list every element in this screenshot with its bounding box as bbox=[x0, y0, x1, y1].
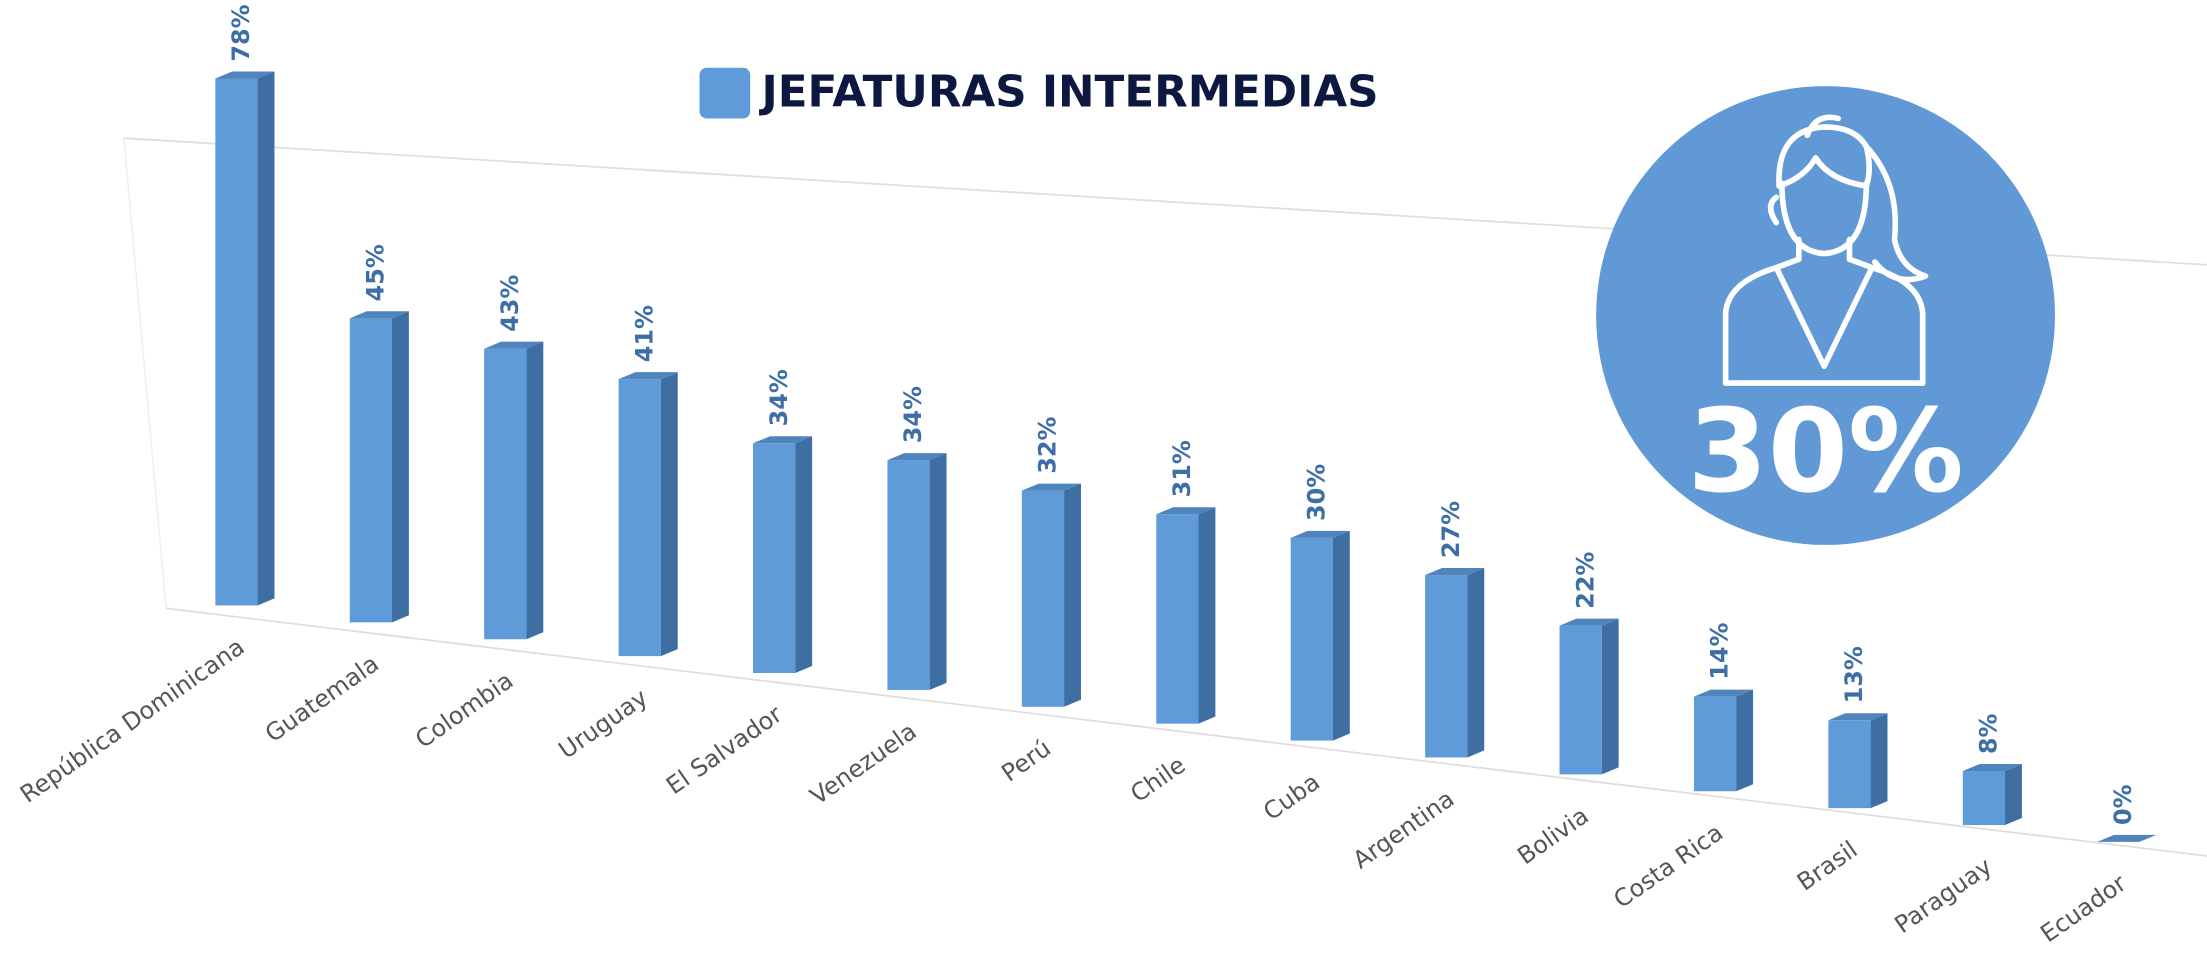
bar-group bbox=[618, 372, 678, 657]
x-tick-label: Bolivia bbox=[1512, 801, 1593, 870]
bar-side bbox=[929, 453, 947, 690]
bar bbox=[753, 443, 796, 674]
value-label: 43% bbox=[496, 275, 524, 332]
bar bbox=[349, 318, 392, 623]
x-tick-label: Uruguay bbox=[554, 683, 653, 764]
bar-group bbox=[1559, 618, 1619, 775]
bar-group bbox=[1425, 568, 1485, 758]
bar-top bbox=[618, 372, 678, 380]
value-label: 8% bbox=[1975, 713, 2003, 754]
bar-top bbox=[1693, 689, 1754, 697]
bar-top bbox=[1828, 713, 1888, 721]
bar-side bbox=[660, 372, 678, 657]
bar-side bbox=[1736, 689, 1754, 792]
x-tick-label: Venezuela bbox=[805, 717, 922, 810]
value-label: 22% bbox=[1571, 552, 1599, 609]
bar-side bbox=[795, 436, 813, 674]
bar-top bbox=[1425, 568, 1485, 576]
bar-group bbox=[2097, 834, 2157, 842]
x-tick-label: Guatemala bbox=[260, 649, 384, 747]
bar-group bbox=[887, 453, 947, 690]
value-label: 27% bbox=[1437, 501, 1465, 558]
x-tick-label: Costa Rica bbox=[1609, 818, 1729, 913]
bar bbox=[1290, 537, 1333, 741]
bar-side bbox=[257, 71, 275, 606]
bar bbox=[484, 348, 527, 640]
bar bbox=[1425, 575, 1468, 758]
value-label: 45% bbox=[362, 244, 390, 301]
side-line bbox=[123, 138, 167, 609]
badge: 30% bbox=[1596, 86, 2055, 545]
bar-group bbox=[1021, 483, 1081, 707]
bar-group bbox=[1156, 507, 1216, 724]
bar-side bbox=[526, 341, 544, 640]
bar-top bbox=[2097, 834, 2157, 842]
bar-side bbox=[1332, 530, 1350, 741]
x-tick-label: Argentina bbox=[1348, 785, 1460, 875]
value-label: 34% bbox=[899, 386, 927, 443]
bar-top bbox=[753, 436, 813, 444]
value-label: 32% bbox=[1034, 416, 1062, 473]
x-tick-label: El Salvador bbox=[661, 700, 787, 800]
bar-top bbox=[1962, 763, 2022, 771]
value-label: 78% bbox=[227, 4, 255, 61]
bar-side bbox=[2005, 763, 2022, 826]
value-label: 41% bbox=[630, 305, 658, 362]
bar-side bbox=[1198, 507, 1216, 724]
bar-top bbox=[1021, 483, 1081, 491]
bar-group bbox=[1962, 763, 2022, 826]
bar bbox=[1156, 514, 1199, 724]
bar-top bbox=[1559, 618, 1619, 626]
bar-top bbox=[1156, 507, 1216, 515]
badge-value: 30% bbox=[1687, 385, 1963, 519]
x-tick-label: Cuba bbox=[1258, 768, 1325, 826]
x-tick-label: Chile bbox=[1125, 751, 1190, 808]
value-label: 14% bbox=[1706, 623, 1734, 680]
x-tick-label: Brasil bbox=[1792, 835, 1863, 896]
bar-top bbox=[887, 453, 947, 461]
legend-swatch bbox=[699, 67, 751, 119]
bar bbox=[887, 460, 930, 690]
bar-group bbox=[484, 341, 544, 640]
bar bbox=[215, 78, 258, 606]
value-label: 0% bbox=[2109, 784, 2137, 825]
bar-top bbox=[349, 311, 409, 319]
legend: JEFATURAS INTERMEDIAS bbox=[699, 67, 1379, 119]
bar-side bbox=[1601, 618, 1619, 775]
x-tick-label: Colombia bbox=[410, 666, 518, 753]
woman-icon bbox=[1722, 114, 1929, 386]
bar bbox=[1021, 490, 1065, 707]
bar-group bbox=[1290, 530, 1350, 741]
value-label: 31% bbox=[1168, 440, 1196, 497]
bar-group bbox=[1693, 689, 1754, 792]
badge-circle bbox=[1596, 86, 2055, 545]
bar-top bbox=[484, 341, 544, 349]
base-line bbox=[165, 607, 2207, 857]
bar bbox=[1962, 770, 2006, 826]
bar-side bbox=[1870, 713, 1888, 809]
bar-group bbox=[349, 311, 409, 623]
value-label: 34% bbox=[765, 369, 793, 426]
bar bbox=[1559, 625, 1602, 775]
x-tick-label: Perú bbox=[996, 734, 1056, 787]
bar-top bbox=[215, 71, 275, 79]
bar-top bbox=[1290, 530, 1350, 538]
x-tick-label: Paraguay bbox=[1890, 852, 1997, 939]
bar-side bbox=[391, 311, 409, 623]
bar-side bbox=[1467, 568, 1485, 758]
bar-group bbox=[753, 436, 813, 674]
bar-side bbox=[1064, 483, 1081, 707]
legend-label: JEFATURAS INTERMEDIAS bbox=[758, 68, 1378, 118]
bar-group bbox=[1828, 713, 1888, 809]
x-tick-label: Ecuador bbox=[2035, 869, 2131, 948]
value-label: 13% bbox=[1840, 646, 1868, 703]
x-tick-label: República Dominicana bbox=[15, 633, 250, 809]
bar bbox=[1693, 696, 1737, 792]
value-label: 30% bbox=[1302, 464, 1330, 521]
bar-group bbox=[215, 71, 275, 606]
bar bbox=[1828, 720, 1871, 809]
bar bbox=[618, 379, 661, 657]
